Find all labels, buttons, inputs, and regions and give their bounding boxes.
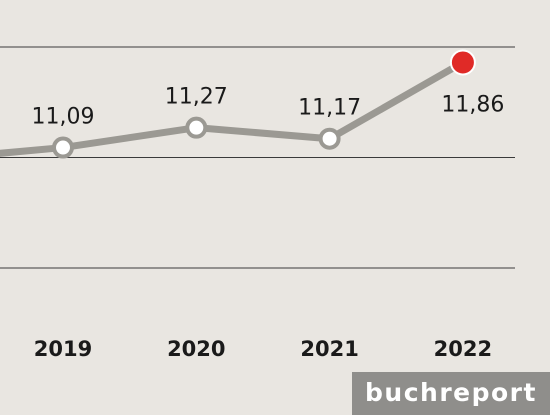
value-label: 11,27 xyxy=(165,85,228,110)
point xyxy=(52,136,74,159)
x-tick-label: 2019 xyxy=(34,337,92,361)
x-tick-label: 2021 xyxy=(300,337,358,361)
point xyxy=(449,49,476,76)
watermark: buchreport xyxy=(365,378,537,407)
value-label: 11,17 xyxy=(298,96,361,121)
x-tick-label: 2022 xyxy=(434,337,492,361)
point xyxy=(318,127,341,150)
watermark-box xyxy=(352,372,550,415)
point xyxy=(185,116,208,139)
x-tick-label: 2020 xyxy=(167,337,225,361)
value-label: 11,86 xyxy=(441,92,504,117)
value-label: 11,09 xyxy=(32,105,95,130)
